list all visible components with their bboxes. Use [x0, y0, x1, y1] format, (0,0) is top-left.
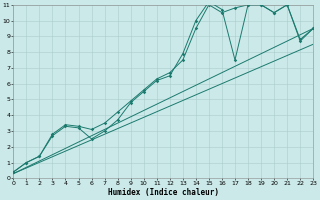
X-axis label: Humidex (Indice chaleur): Humidex (Indice chaleur) — [108, 188, 219, 197]
